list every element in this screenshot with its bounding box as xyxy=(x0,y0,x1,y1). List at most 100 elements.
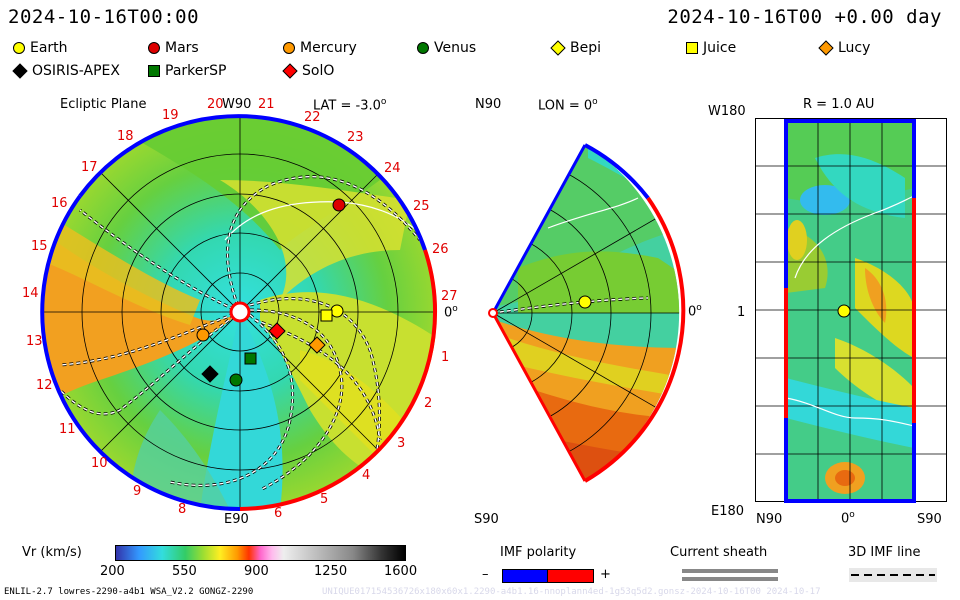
imf-polarity-negative-swatch xyxy=(502,569,549,583)
sector-number-26: 26 xyxy=(432,242,449,257)
sector-number-14: 14 xyxy=(22,286,39,301)
meridional-n90-label: N90 xyxy=(475,97,502,112)
sphere-w180-label: W180 xyxy=(708,104,746,119)
osiris-apex-marker-icon xyxy=(12,63,28,79)
sector-number-4: 4 xyxy=(362,468,371,483)
colorbar-tick-550: 550 xyxy=(172,564,197,579)
lucy-marker-icon xyxy=(818,40,834,56)
solo-marker xyxy=(268,322,286,340)
sun-marker xyxy=(229,301,251,323)
colorbar-tick-200: 200 xyxy=(100,564,125,579)
ecliptic-lat-label: LAT = -3.0o xyxy=(313,97,387,114)
sphere-radius-label: R = 1.0 AU xyxy=(803,97,875,112)
legend-osiris-apex-label: OSIRIS-APEX xyxy=(32,63,120,79)
imf-polarity-plus: + xyxy=(600,567,611,582)
legend-mars: Mars xyxy=(147,40,199,56)
ecliptic-speed-field xyxy=(43,115,437,509)
solo-marker-icon xyxy=(282,63,298,79)
sector-number-17: 17 xyxy=(81,160,98,175)
polarity-ring-positive xyxy=(239,249,437,511)
sphere-e180-label: E180 xyxy=(711,504,745,519)
polarity-ring-negative-2 xyxy=(40,194,241,512)
ecliptic-plane-plot xyxy=(40,114,437,512)
legend-juice-label: Juice xyxy=(703,40,737,56)
sphere-earth-marker xyxy=(837,304,851,318)
legend-earth: Earth xyxy=(12,40,68,56)
sector-number-15: 15 xyxy=(31,239,48,254)
sector-number-22: 22 xyxy=(304,110,321,125)
polarity-ring-negative xyxy=(78,114,427,251)
sphere-s90-label: S90 xyxy=(917,512,942,527)
bepi-marker-icon xyxy=(550,40,566,56)
meridional-polarity-negative xyxy=(584,143,650,200)
sector-number-13: 13 xyxy=(26,334,43,349)
legend-solo: SolO xyxy=(282,63,334,79)
legend-lucy-label: Lucy xyxy=(838,40,871,56)
current-sheath-title: Current sheath xyxy=(670,545,768,560)
sector-number-16: 16 xyxy=(51,196,68,211)
ecliptic-w90-label: W90 xyxy=(222,97,252,112)
osiris-apex-marker xyxy=(201,365,219,383)
venus-marker xyxy=(229,373,243,387)
sector-number-21: 21 xyxy=(258,97,275,112)
imf-polarity-title: IMF polarity xyxy=(500,545,577,560)
colorbar-label: Vr (km/s) xyxy=(22,545,82,560)
sphere-mid-label: 1 xyxy=(737,305,746,320)
sector-number-12: 12 xyxy=(36,378,53,393)
sphere-0deg-label: 0o xyxy=(841,510,855,527)
meridional-plane-plot xyxy=(488,143,686,483)
juice-marker-icon xyxy=(686,42,698,54)
sector-number-20: 20 xyxy=(207,97,224,112)
legend-venus-label: Venus xyxy=(434,40,477,56)
venus-marker-icon xyxy=(417,42,429,54)
meridional-lon-label: LON = 0o xyxy=(538,97,598,114)
sector-number-19: 19 xyxy=(162,108,179,123)
sector-number-25: 25 xyxy=(413,199,430,214)
ecliptic-e90-label: E90 xyxy=(224,512,249,527)
sector-number-24: 24 xyxy=(384,161,401,176)
meridional-speed-field xyxy=(493,145,680,481)
legend-lucy: Lucy xyxy=(818,40,870,56)
current-sheath-line-2 xyxy=(682,577,778,581)
legend-parkersp: ParkerSP xyxy=(147,63,226,79)
legend-venus: Venus xyxy=(416,40,476,56)
sector-number-10: 10 xyxy=(91,456,108,471)
legend-parkersp-label: ParkerSP xyxy=(165,63,227,79)
mercury-marker-icon xyxy=(283,42,295,54)
lucy-marker xyxy=(308,336,326,354)
colorbar-tick-900: 900 xyxy=(244,564,269,579)
sphere-n90-label: N90 xyxy=(756,512,783,527)
sector-number-18: 18 xyxy=(117,129,134,144)
mercury-marker xyxy=(196,328,210,342)
ecliptic-0deg-label: 0o xyxy=(444,304,458,321)
meridional-grid xyxy=(493,154,680,472)
sector-number-11: 11 xyxy=(59,422,76,437)
meridional-s90-label: S90 xyxy=(474,512,499,527)
elapsed-time-title: 2024-10-16T00 +0.00 day xyxy=(667,6,942,28)
legend-bepi: Bepi xyxy=(550,40,601,56)
sector-number-8: 8 xyxy=(178,502,187,517)
meridional-sun-marker xyxy=(488,308,498,318)
imf-polarity-positive-swatch xyxy=(547,569,594,583)
legend-bepi-label: Bepi xyxy=(570,40,601,56)
colorbar-tick-1600: 1600 xyxy=(384,564,418,579)
sector-number-1: 1 xyxy=(441,350,450,365)
model-info-footer: ENLIL-2.7 lowres-2290-a4b1 WSA_V2.2 GONG… xyxy=(4,587,254,597)
legend-mars-label: Mars xyxy=(165,40,199,56)
legend-earth-label: Earth xyxy=(30,40,68,56)
parkersp-marker xyxy=(244,352,257,365)
run-id-footer: UNIQUE017154536726x180x60x1.2290-a4b1.16… xyxy=(322,587,821,597)
sector-number-3: 3 xyxy=(397,436,406,451)
imf-line-title: 3D IMF line xyxy=(848,545,921,560)
legend-solo-label: SolO xyxy=(302,63,335,79)
meridional-0deg-label: 0o xyxy=(688,303,702,320)
meridional-earth-marker xyxy=(578,295,592,309)
imf-polarity-minus: – xyxy=(482,567,489,582)
current-sheath-line-1 xyxy=(682,569,778,573)
sphere-map-plot xyxy=(755,118,947,503)
mars-marker xyxy=(332,198,346,212)
mars-marker-icon xyxy=(148,42,160,54)
earth-marker-icon xyxy=(13,42,25,54)
colorbar-tick-1250: 1250 xyxy=(314,564,348,579)
parkersp-marker-icon xyxy=(148,65,160,77)
